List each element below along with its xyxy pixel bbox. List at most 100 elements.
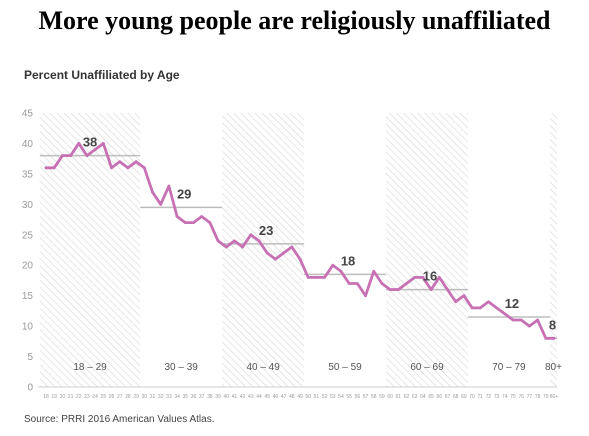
- data-point: [183, 221, 187, 225]
- chart-title: Percent Unaffiliated by Age: [24, 68, 180, 82]
- y-axis: 0 5 10 15 20 25 30 35 40 45: [22, 109, 557, 394]
- x-tick-label: 31: [150, 394, 156, 400]
- data-point: [241, 245, 245, 249]
- series-line: [44, 142, 556, 340]
- x-tick-label: 22: [76, 394, 82, 400]
- x-tick-label: 30: [142, 394, 148, 400]
- x-tick-label: 62: [404, 394, 410, 400]
- x-tick-label: 43: [248, 394, 254, 400]
- data-point: [413, 276, 417, 279]
- x-tick-label: 47: [281, 394, 287, 400]
- data-point: [544, 336, 548, 340]
- x-tick-label: 45: [264, 394, 270, 400]
- x-tick-label: 39: [215, 394, 221, 400]
- y-tick-label: 45: [22, 109, 34, 120]
- data-point: [519, 318, 523, 322]
- x-axis: 18 19 20 21 22 23 24 25 26 27 28 29 30 31 32 33 34 35 36 37…: [43, 394, 558, 400]
- age-band-hatch: [549, 113, 557, 387]
- x-tick-label: 23: [84, 394, 90, 400]
- group-average-value: 38: [83, 135, 97, 150]
- data-point: [421, 276, 425, 279]
- data-point: [93, 148, 97, 151]
- y-tick-label: 35: [22, 169, 34, 180]
- y-tick-label: 15: [22, 291, 34, 302]
- data-point: [306, 276, 310, 279]
- y-tick-label: 30: [22, 200, 34, 211]
- x-tick-label: 64: [420, 394, 426, 400]
- data-point: [60, 154, 64, 158]
- x-tick-label: 48: [289, 394, 295, 400]
- x-tick-label: 72: [486, 394, 492, 400]
- age-group-label: 30 – 39: [165, 362, 199, 373]
- data-point: [118, 160, 122, 164]
- data-point: [314, 276, 318, 279]
- x-tick-label: 29: [133, 394, 139, 400]
- group-average-value: 8: [549, 317, 556, 332]
- data-point: [552, 336, 556, 340]
- x-tick-label: 24: [92, 394, 98, 400]
- data-point: [298, 257, 302, 261]
- data-point: [52, 166, 56, 170]
- data-point: [503, 312, 507, 316]
- x-tick-label: 66: [437, 394, 443, 400]
- data-point: [339, 269, 343, 273]
- group-labels: 38 18 – 29 29 30 – 39 23 40 – 49 18 50 – 59 16 60…: [73, 135, 562, 373]
- x-tick-label: 32: [158, 394, 164, 400]
- age-group-label: 18 – 29: [73, 362, 107, 373]
- group-average-value: 16: [423, 269, 437, 284]
- data-point: [495, 306, 499, 310]
- y-tick-label: 20: [22, 261, 34, 272]
- data-point: [396, 288, 400, 291]
- age-group-label: 40 – 49: [246, 362, 280, 373]
- y-tick-label: 10: [22, 322, 34, 333]
- x-tick-label: 34: [174, 394, 180, 400]
- data-point: [151, 190, 154, 194]
- x-tick-label: 63: [412, 394, 418, 400]
- x-tick-label: 44: [256, 394, 262, 400]
- x-tick-label: 18: [43, 394, 49, 400]
- x-tick-label: 21: [68, 394, 74, 400]
- x-tick-label: 60: [387, 394, 393, 400]
- data-point: [437, 276, 441, 279]
- x-tick-label: 77: [527, 394, 533, 400]
- data-point: [380, 282, 384, 285]
- x-tick-label: 68: [453, 394, 459, 400]
- x-tick-label: 54: [338, 394, 344, 400]
- data-point: [478, 306, 482, 310]
- data-point: [142, 166, 146, 170]
- x-tick-label: 27: [117, 394, 123, 400]
- age-band-hatch: [39, 113, 141, 387]
- x-tick-label: 65: [428, 394, 434, 400]
- data-point: [233, 239, 236, 243]
- headline: More young people are religiously unaffi…: [38, 6, 551, 35]
- data-point: [192, 221, 195, 225]
- data-point: [470, 306, 474, 310]
- data-point: [282, 251, 286, 255]
- age-group-label: 80+: [545, 362, 562, 373]
- data-point: [175, 215, 179, 218]
- data-point: [257, 239, 261, 243]
- x-tick-label: 53: [330, 394, 336, 400]
- age-group-bands: [39, 113, 557, 387]
- y-tick-label: 40: [22, 139, 34, 150]
- x-tick-label: 46: [273, 394, 279, 400]
- x-tick-label: 74: [502, 394, 508, 400]
- x-tick-label: 71: [477, 394, 483, 400]
- x-tick-label: 41: [232, 394, 238, 400]
- x-tick-label: 61: [396, 394, 402, 400]
- data-point: [364, 294, 367, 298]
- x-tick-label: 20: [60, 394, 66, 400]
- x-tick-label: 67: [445, 394, 451, 400]
- y-tick-label: 5: [27, 352, 33, 363]
- age-group-label: 50 – 59: [328, 362, 362, 373]
- x-tick-label: 19: [51, 394, 57, 400]
- group-average-value: 18: [341, 253, 355, 268]
- data-point: [77, 142, 81, 145]
- x-tick-label: 49: [297, 394, 303, 400]
- data-point: [372, 269, 376, 273]
- data-point: [159, 202, 163, 206]
- x-tick-label: 76: [518, 394, 524, 400]
- x-tick-label: 55: [346, 394, 352, 400]
- x-tick-label: 42: [240, 394, 246, 400]
